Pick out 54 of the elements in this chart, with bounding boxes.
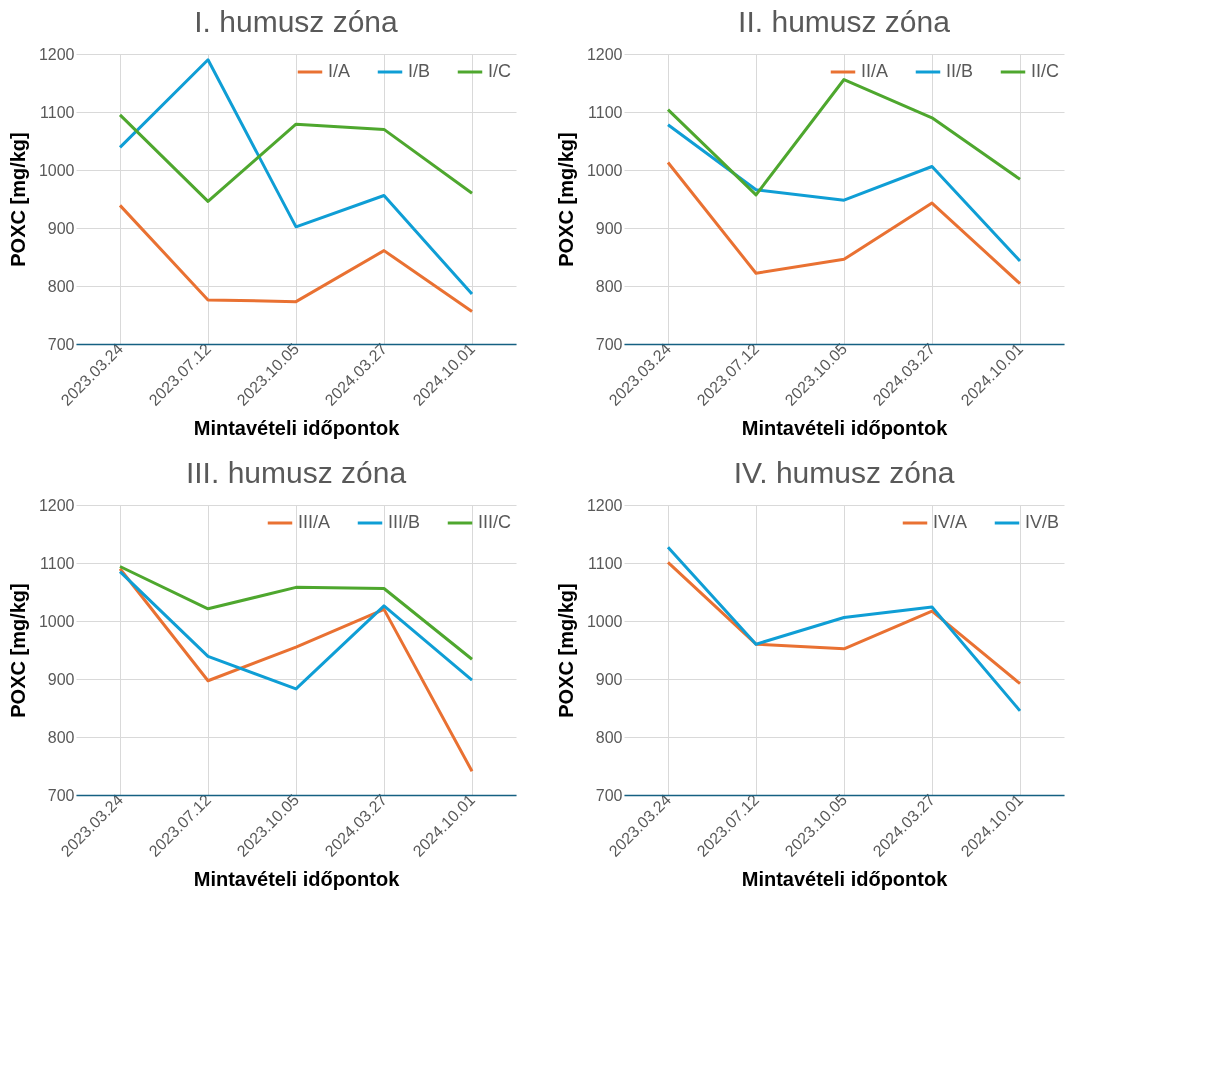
y-tick-label: 1000	[586, 612, 623, 630]
y-axis-title: POXC [mg/kg]	[554, 132, 577, 267]
legend-label: II/C	[1031, 61, 1060, 81]
y-tick-label: 1100	[588, 554, 623, 572]
y-tick-label: 800	[47, 728, 75, 746]
y-tick-label: 1200	[38, 45, 75, 63]
line-series	[118, 203, 474, 314]
y-tick-label: 1200	[586, 45, 623, 63]
x-axis-title: Mintavételi időpontok	[193, 416, 401, 439]
line-series	[118, 570, 474, 691]
y-tick-label: 1000	[38, 612, 75, 630]
y-tick-label: 1100	[588, 103, 623, 121]
y-tick-label: 900	[47, 219, 75, 237]
y-tick-label: 1100	[40, 103, 75, 121]
legend-label: II/B	[946, 61, 974, 81]
line-series	[666, 78, 1022, 197]
x-axis-title: Mintavételi időpontok	[741, 867, 949, 890]
chart-title: II. humusz zóna	[738, 5, 951, 38]
legend-label: III/C	[478, 512, 512, 532]
y-tick-label: 800	[47, 277, 75, 295]
chart-title: III. humusz zóna	[185, 456, 407, 489]
legend-label: III/B	[388, 512, 421, 532]
legend-label: IV/B	[1025, 512, 1060, 532]
x-axis-title: Mintavételi időpontok	[741, 416, 949, 439]
chart-title: I. humusz zóna	[194, 5, 399, 38]
line-series	[666, 560, 1022, 686]
y-tick-label: 900	[595, 219, 623, 237]
y-axis-title: POXC [mg/kg]	[6, 583, 29, 718]
x-axis-title: Mintavételi időpontok	[193, 867, 401, 890]
y-tick-label: 900	[47, 670, 75, 688]
y-axis-title: POXC [mg/kg]	[6, 132, 29, 267]
y-axis-title: POXC [mg/kg]	[554, 583, 577, 718]
y-tick-label: 800	[595, 728, 623, 746]
y-tick-label: 1000	[38, 161, 75, 179]
line-series	[666, 123, 1022, 263]
legend-label: III/A	[298, 512, 331, 532]
y-tick-label: 800	[595, 277, 623, 295]
y-tick-label: 1000	[586, 161, 623, 179]
chart-title: IV. humusz zóna	[733, 456, 955, 489]
legend-label: I/C	[488, 61, 512, 81]
line-series	[118, 58, 474, 296]
legend-label: I/A	[328, 61, 351, 81]
y-tick-label: 900	[595, 670, 623, 688]
line-series	[666, 545, 1022, 713]
y-tick-label: 1200	[586, 496, 623, 514]
line-series	[118, 567, 474, 773]
line-series	[118, 564, 474, 661]
legend-label: IV/A	[933, 512, 968, 532]
line-series	[118, 113, 474, 203]
legend-label: I/B	[408, 61, 431, 81]
y-tick-label: 1200	[38, 496, 75, 514]
line-series	[666, 160, 1022, 286]
y-tick-label: 1100	[40, 554, 75, 572]
legend-label: II/A	[861, 61, 889, 81]
